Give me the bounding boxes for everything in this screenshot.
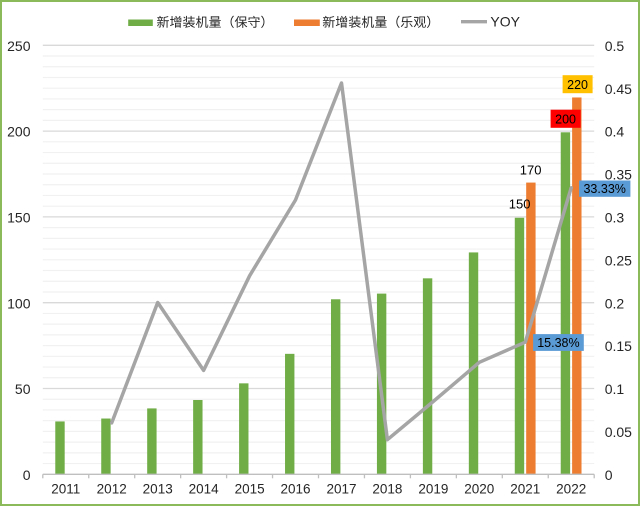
svg-text:2017: 2017: [326, 481, 356, 496]
svg-text:2018: 2018: [372, 481, 402, 496]
svg-text:0.15: 0.15: [605, 338, 632, 354]
svg-text:0.25: 0.25: [605, 252, 632, 268]
svg-text:33.33%: 33.33%: [583, 182, 625, 196]
svg-text:2012: 2012: [97, 481, 127, 496]
svg-text:220: 220: [567, 78, 588, 92]
svg-text:50: 50: [15, 381, 31, 397]
svg-text:0: 0: [23, 467, 31, 483]
svg-text:250: 250: [7, 38, 31, 54]
svg-text:15.38%: 15.38%: [537, 336, 579, 350]
svg-text:170: 170: [520, 162, 542, 177]
svg-text:0.3: 0.3: [605, 210, 625, 226]
svg-text:0.35: 0.35: [605, 167, 632, 183]
svg-text:2015: 2015: [235, 481, 265, 496]
svg-text:0.4: 0.4: [605, 124, 625, 140]
svg-text:2016: 2016: [280, 481, 310, 496]
svg-text:0: 0: [605, 467, 613, 483]
svg-text:100: 100: [7, 295, 31, 311]
svg-text:2019: 2019: [418, 481, 448, 496]
svg-text:0.05: 0.05: [605, 424, 632, 440]
svg-text:0.1: 0.1: [605, 381, 625, 397]
svg-text:2014: 2014: [189, 481, 220, 496]
svg-text:2020: 2020: [464, 481, 494, 496]
svg-text:150: 150: [509, 197, 531, 212]
svg-text:2022: 2022: [556, 481, 586, 496]
svg-text:200: 200: [7, 124, 31, 140]
svg-text:0.45: 0.45: [605, 81, 632, 97]
svg-text:0.2: 0.2: [605, 295, 625, 311]
svg-text:2021: 2021: [510, 481, 540, 496]
svg-text:2011: 2011: [51, 481, 80, 496]
svg-text:0.5: 0.5: [605, 38, 625, 54]
svg-text:2013: 2013: [143, 481, 173, 496]
svg-text:YOY: YOY: [490, 14, 520, 30]
svg-text:200: 200: [555, 113, 576, 127]
svg-text:150: 150: [7, 210, 31, 226]
